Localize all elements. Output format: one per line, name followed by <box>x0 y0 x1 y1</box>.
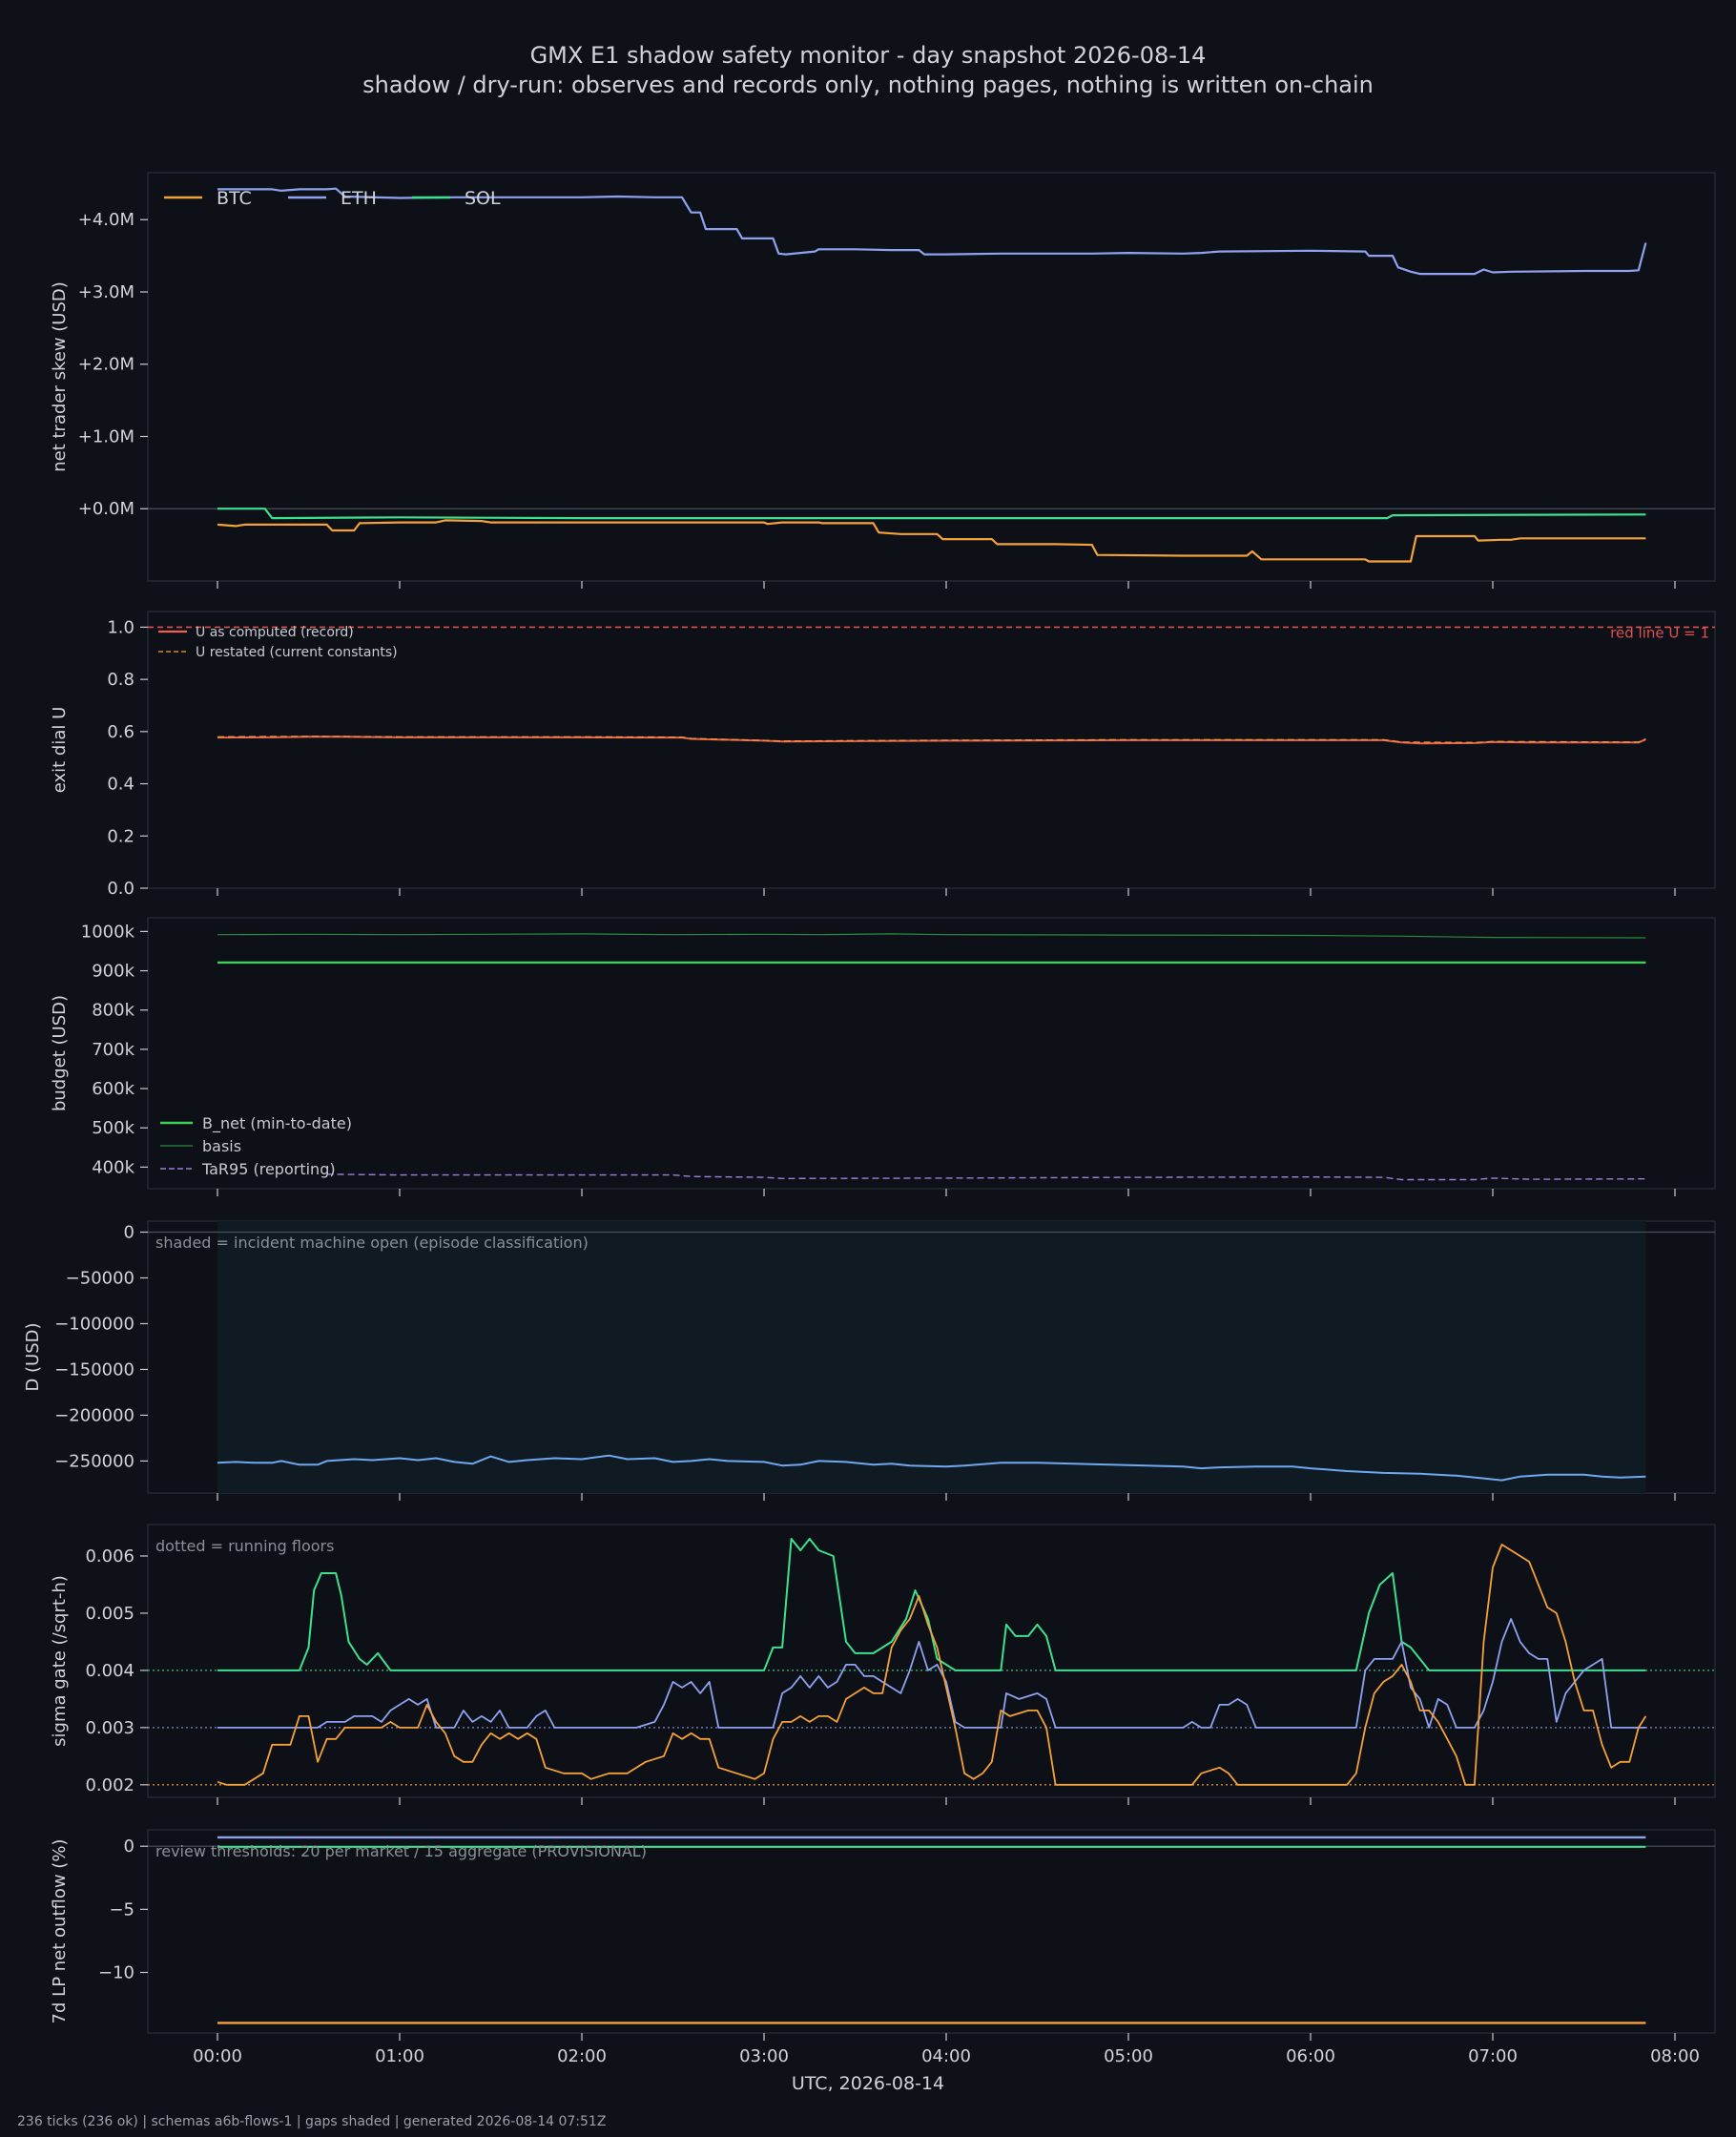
series-line-eth <box>217 1618 1646 1729</box>
legend-label: B_net (min-to-date) <box>202 1114 352 1133</box>
plot-area <box>147 917 1716 1190</box>
series-line-tar95-reporting- <box>326 1173 1646 1181</box>
chart-panel-6: 0 −5 −10 7d LP net outflow (%) review thresh… <box>50 1829 1716 2041</box>
x-tick-label: 00:00 <box>193 2046 242 2066</box>
series-line-sol <box>217 1538 1646 1671</box>
y-tick-label: +3.0M <box>78 282 134 302</box>
y-tick-label: 0.4 <box>107 775 134 795</box>
legend-label: ETH <box>341 188 377 209</box>
y-tick-label: 600k <box>92 1079 134 1099</box>
series-line-eth <box>217 187 1647 276</box>
y-tick-label: +0.0M <box>78 499 134 519</box>
legend-label: basis <box>202 1137 241 1155</box>
plot-area <box>147 1829 1716 2034</box>
y-tick-label: 0.6 <box>107 722 134 742</box>
x-tick-label: 06:00 <box>1286 2046 1335 2066</box>
legend: B_net (min-to-date) basis TaR95 (reporting… <box>160 1114 352 1178</box>
y-axis-label: net trader skew (USD) <box>50 281 70 472</box>
legend-label: BTC <box>217 188 252 209</box>
y-tick-label: 0 <box>124 1223 134 1243</box>
y-tick-label: 500k <box>92 1118 134 1138</box>
chart-panel-2: 0.0 0.2 0.4 0.6 0.8 1.0 exit dial U red line U … <box>50 611 1716 899</box>
x-tick-label: 07:00 <box>1468 2046 1518 2066</box>
series-line-btc <box>217 519 1646 563</box>
y-tick-label: 0.2 <box>107 826 134 846</box>
panel-annotation: shaded = incident machine open (episode … <box>155 1234 589 1252</box>
y-tick-label: −200000 <box>54 1405 134 1425</box>
y-tick-label: 0.004 <box>85 1661 134 1681</box>
footer-status: 236 ticks (236 ok) | schemas a6b-flows-1… <box>17 2114 606 2129</box>
legend-label: U as computed (record) <box>196 625 354 640</box>
x-axis-label: UTC, 2026-08-14 <box>792 2073 944 2094</box>
x-tick-label: 01:00 <box>375 2046 424 2066</box>
y-tick-label: 1000k <box>81 922 135 942</box>
figure-subtitle: shadow / dry-run: observes and records o… <box>362 72 1374 98</box>
series-line-basis <box>217 933 1646 939</box>
y-tick-label: 0.8 <box>107 670 134 690</box>
panels: +0.0M +1.0M +2.0M +3.0M +4.0M net trader skew… <box>23 172 1716 2066</box>
y-tick-label: 0.002 <box>85 1775 134 1795</box>
y-tick-label: +2.0M <box>78 355 134 375</box>
y-axis-label: sigma gate (/sqrt-h) <box>50 1575 70 1747</box>
legend-label: TaR95 (reporting) <box>201 1160 336 1178</box>
series-line-u-as-computed-record- <box>217 736 1646 745</box>
series-line-d <box>217 1454 1646 1482</box>
legend-label: SOL <box>465 188 501 209</box>
y-tick-label: −5 <box>109 1899 134 1919</box>
y-tick-label: 0.003 <box>85 1718 134 1738</box>
y-tick-label: −150000 <box>54 1359 134 1380</box>
y-tick-label: 700k <box>92 1040 134 1060</box>
y-tick-label: 400k <box>92 1157 134 1177</box>
x-tick-label: 04:00 <box>921 2046 971 2066</box>
x-tick-label: 03:00 <box>739 2046 789 2066</box>
y-tick-label: 900k <box>92 962 134 982</box>
y-tick-label: 0.005 <box>85 1604 134 1624</box>
x-tick-label: 02:00 <box>557 2046 607 2066</box>
plot-area <box>147 172 1716 582</box>
panel-annotation: dotted = running floors <box>155 1537 334 1555</box>
x-tick-label: 08:00 <box>1650 2046 1700 2066</box>
y-axis-label: 7d LP net outflow (%) <box>50 1839 70 2024</box>
x-tick-label: 05:00 <box>1104 2046 1153 2066</box>
y-axis-label: exit dial U <box>50 707 70 794</box>
y-tick-label: −250000 <box>54 1451 134 1471</box>
y-tick-label: 0.0 <box>107 879 134 899</box>
series-line-btc <box>217 1544 1647 1786</box>
chart-panel-5: 0.002 0.003 0.004 0.005 0.006 sigma gate (/sq… <box>50 1524 1716 1805</box>
y-tick-label: −50000 <box>66 1268 134 1288</box>
y-tick-label: 800k <box>92 1001 134 1021</box>
legend: BTC ETH SOL <box>164 188 501 209</box>
chart-panel-1: +0.0M +1.0M +2.0M +3.0M +4.0M net trader skew… <box>50 172 1716 589</box>
y-tick-label: +1.0M <box>78 426 134 446</box>
series-line-u-restated-current-constants- <box>217 736 1646 743</box>
chart-panel-3: 400k 500k 600k 700k 800k 900k 1000k budget (USD… <box>50 917 1716 1196</box>
plot-area <box>147 611 1716 889</box>
legend-label: U restated (current constants) <box>196 645 398 660</box>
y-tick-label: −10 <box>98 1962 134 1982</box>
y-tick-label: 0.006 <box>85 1546 134 1566</box>
y-tick-label: 1.0 <box>107 617 134 637</box>
panel-annotation: review thresholds: 20 per market / 15 ag… <box>155 1842 647 1860</box>
y-axis-label: budget (USD) <box>50 995 70 1111</box>
chart-panel-4: 0 −50000 −100000 −150000 −200000 −250000 D (US… <box>23 1220 1716 1501</box>
legend: U as computed (record) U restated (curren… <box>158 625 398 660</box>
y-axis-label: D (USD) <box>23 1322 43 1391</box>
y-tick-label: +4.0M <box>78 210 134 230</box>
y-tick-label: −100000 <box>54 1314 134 1334</box>
red-line-label: red line U = 1 <box>1610 624 1709 641</box>
figure-title: GMX E1 shadow safety monitor - day snaps… <box>530 42 1207 69</box>
series-line-sol <box>217 508 1646 520</box>
y-tick-label: 0 <box>124 1836 134 1857</box>
incident-shade <box>217 1221 1646 1493</box>
